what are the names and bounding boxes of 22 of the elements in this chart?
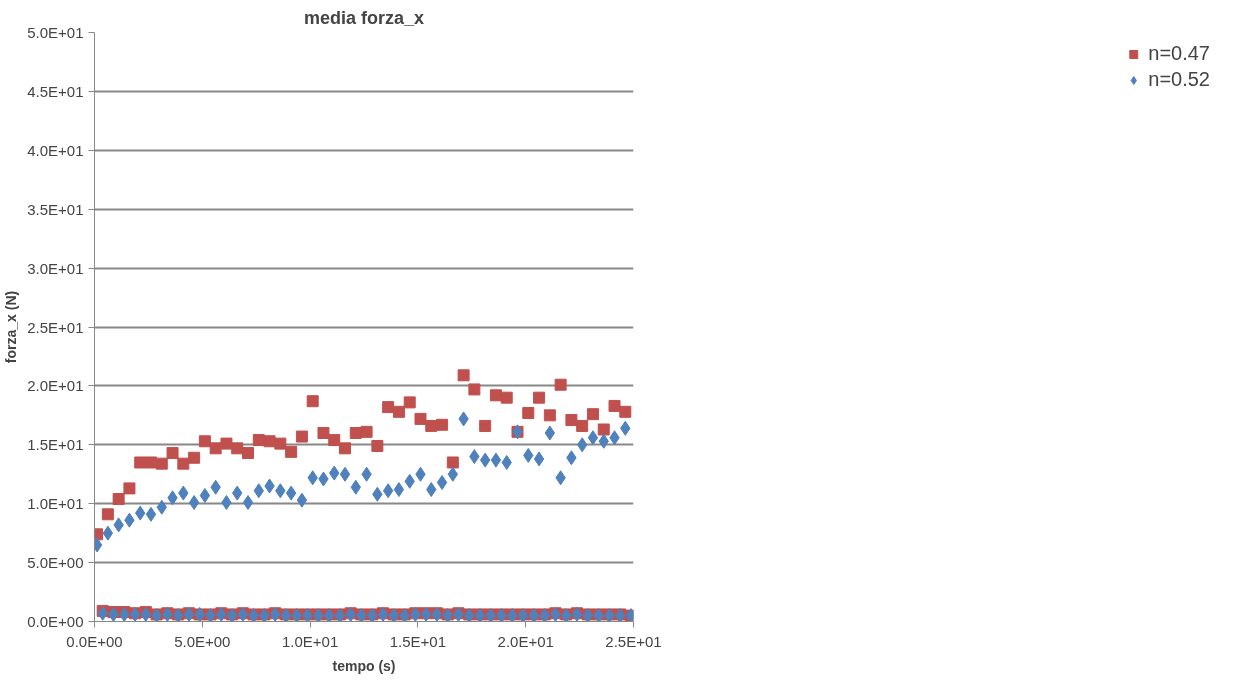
chart-title: media forza_x [303,7,425,28]
y-tick-label: 4.0E+01 [27,141,84,159]
y-tick-label: 0.0E+00 [27,613,84,630]
y-tick-label: 1.5E+01 [27,436,84,454]
legend-label: n=0.47 [1148,42,1210,65]
x-axis-title: tempo (s) [332,657,396,674]
x-tick-label: 5.0E+00 [174,632,231,650]
y-tick-label: 2.5E+01 [27,318,84,336]
x-tick-label: 0.0E+00 [66,632,123,650]
x-tick-label: 2.0E+01 [497,632,554,650]
y-axis-title: forza_x (N) [3,290,20,364]
legend-label: n=0.52 [1148,68,1210,91]
y-tick-label: 2.0E+01 [27,377,84,395]
y-tick-label: 1.0E+01 [27,495,84,513]
x-tick-label: 1.5E+01 [389,632,447,650]
y-tick-label: 5.0E+01 [27,24,84,41]
y-tick-label: 4.5E+01 [27,82,84,100]
y-tick-label: 3.0E+01 [27,259,84,277]
y-tick-label: 5.0E+00 [27,554,84,572]
x-tick-label: 2.5E+01 [605,632,662,650]
x-tick-label: 1.0E+01 [281,632,339,650]
y-tick-label: 3.5E+01 [27,200,84,218]
